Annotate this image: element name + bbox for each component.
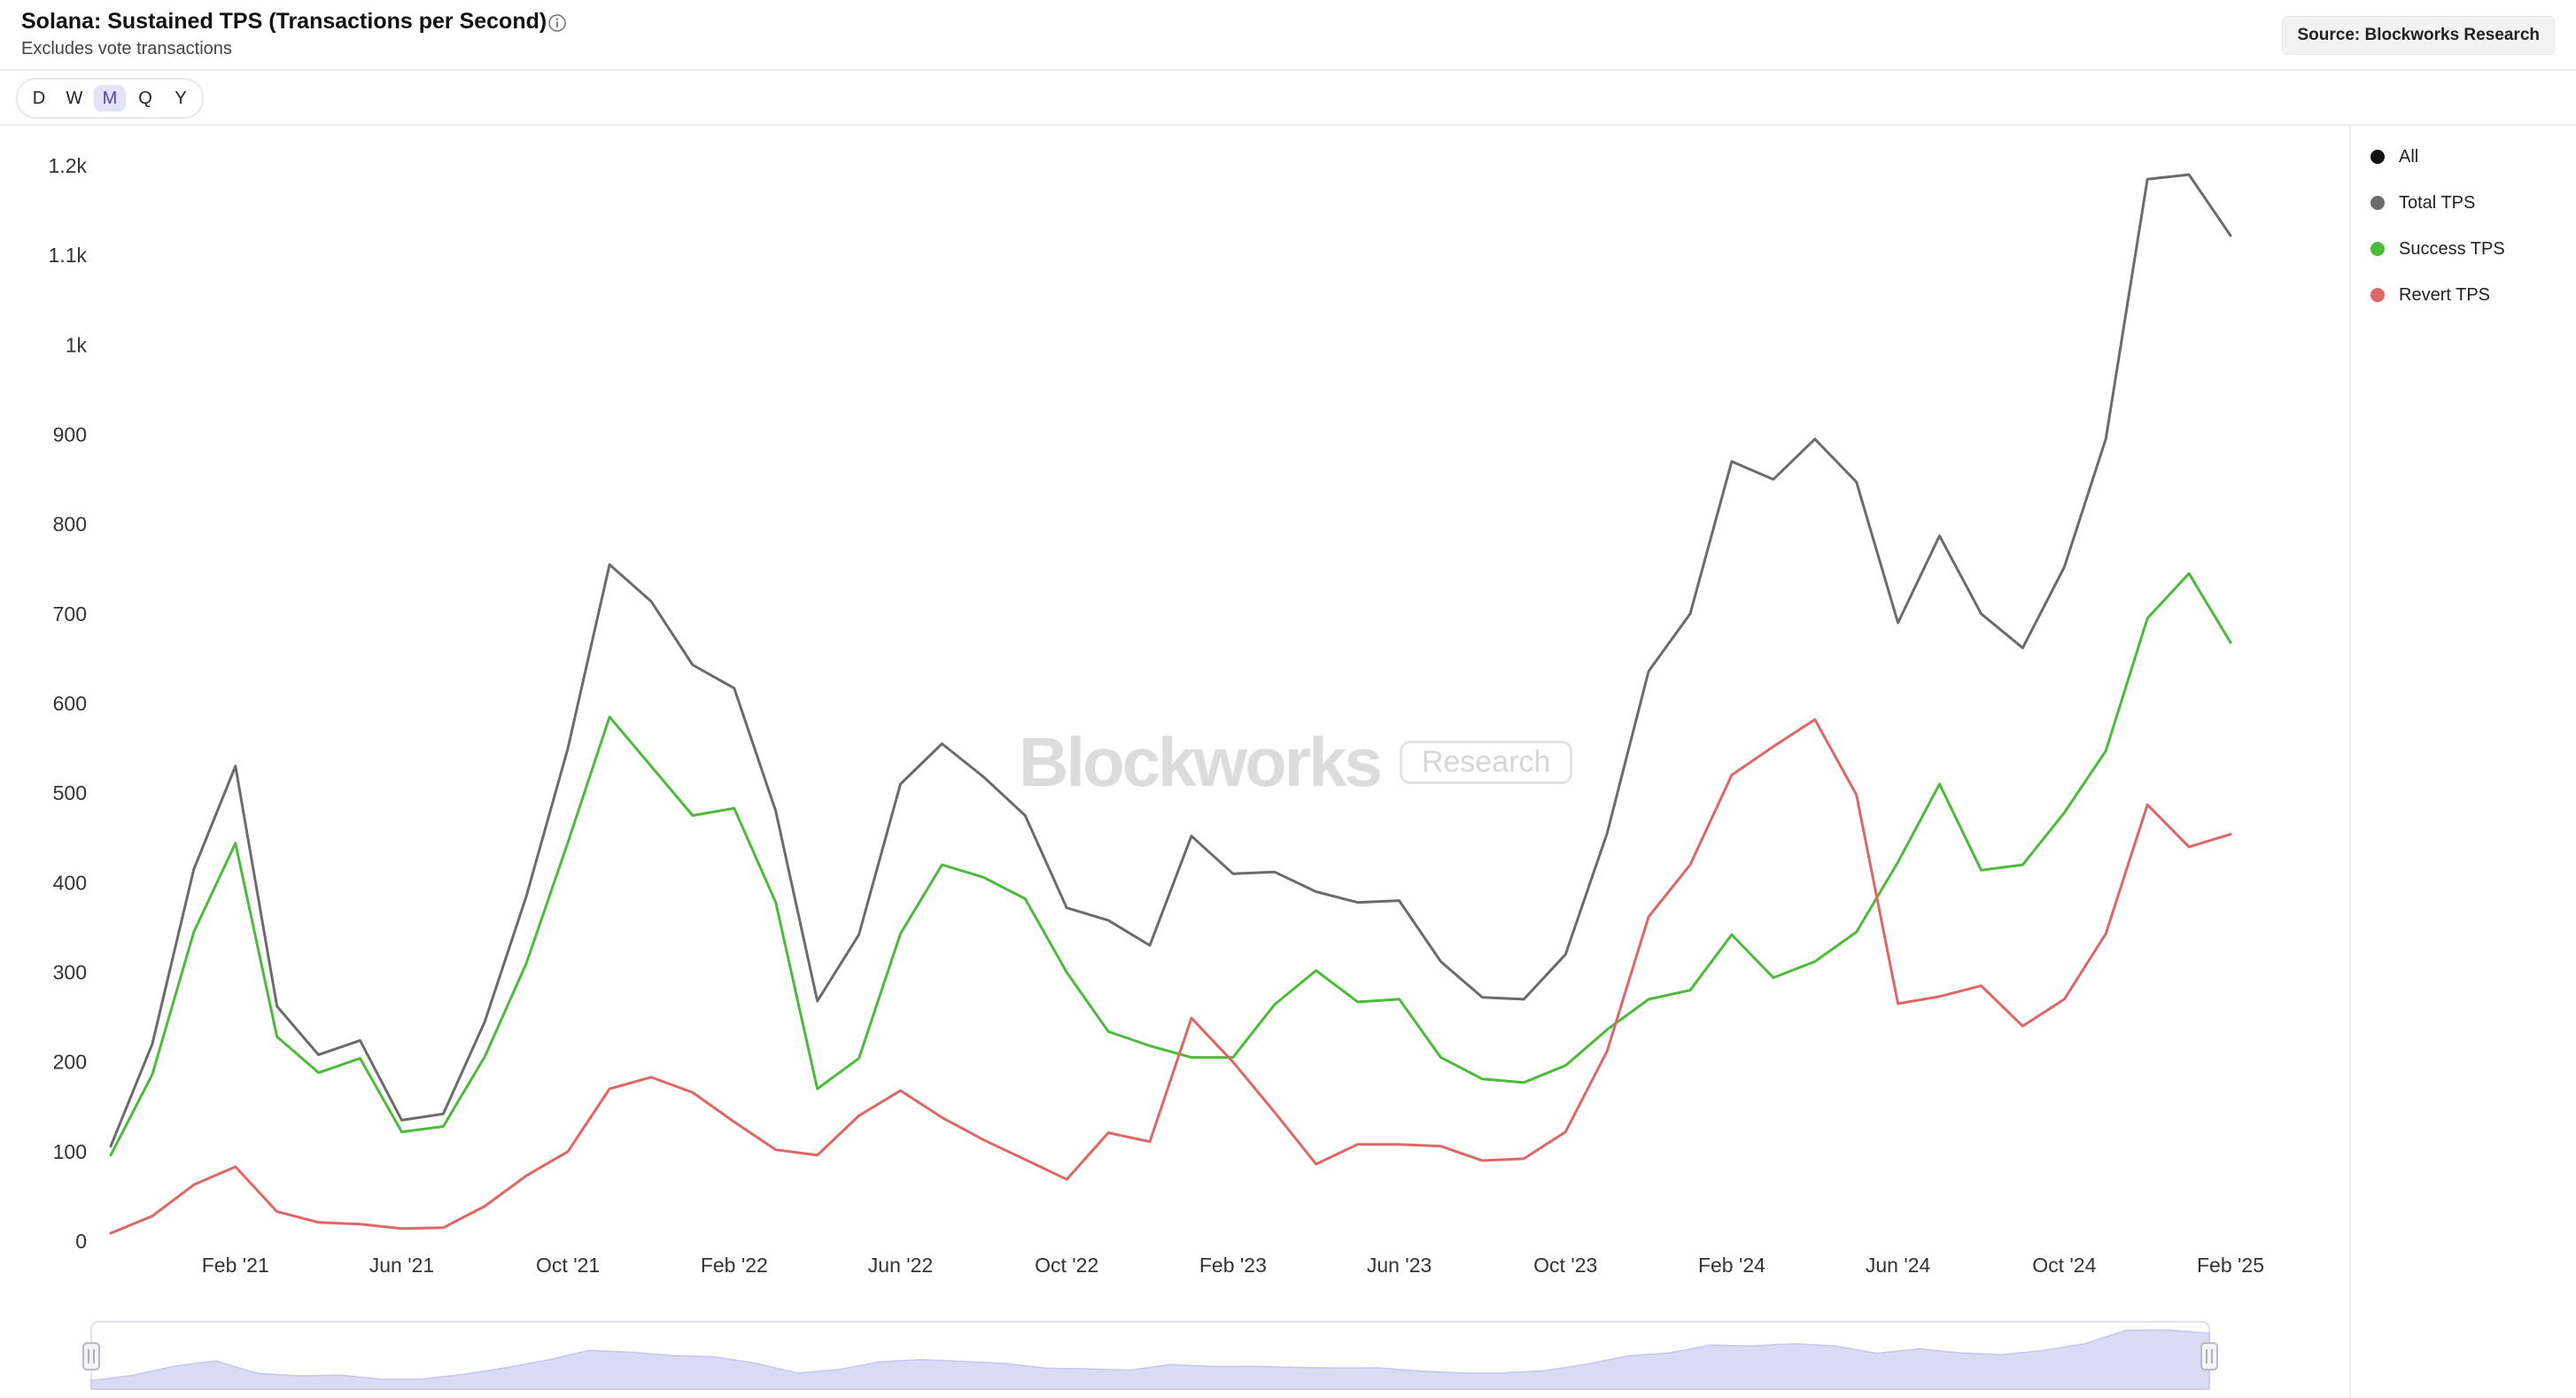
timeframe-quarter-button[interactable]: Q bbox=[138, 89, 152, 108]
navigator-handle-left[interactable] bbox=[82, 1342, 100, 1371]
y-tick-label: 800 bbox=[53, 513, 87, 536]
watermark-brand: Blockworks bbox=[1019, 722, 1383, 801]
series-line-revert-tps bbox=[109, 718, 2232, 1235]
y-tick-label: 200 bbox=[53, 1051, 87, 1074]
navigator-area bbox=[90, 1329, 2210, 1390]
y-tick-label: 900 bbox=[53, 423, 87, 447]
timeframe-day-button[interactable]: D bbox=[32, 89, 46, 108]
legend-label: Revert TPS bbox=[2399, 284, 2490, 305]
legend-panel: All Total TPS Success TPS Revert TPS bbox=[2349, 126, 2576, 1398]
x-tick-label: Feb '25 bbox=[2197, 1254, 2264, 1277]
x-tick-label: Jun '22 bbox=[868, 1254, 933, 1277]
x-tick-label: Feb '23 bbox=[1199, 1254, 1267, 1277]
timeframe-selector: D W M Q Y bbox=[16, 78, 204, 119]
info-icon[interactable] bbox=[547, 13, 567, 33]
legend-label: Total TPS bbox=[2399, 192, 2476, 213]
y-tick-label: 100 bbox=[53, 1140, 87, 1163]
legend-dot bbox=[2370, 288, 2385, 302]
x-tick-label: Feb '24 bbox=[1698, 1254, 1765, 1277]
y-tick-label: 300 bbox=[53, 961, 87, 984]
source-badge[interactable]: Source: Blockworks Research bbox=[2282, 16, 2555, 55]
legend-item-total-tps[interactable]: Total TPS bbox=[2370, 190, 2475, 216]
x-tick-label: Jun '24 bbox=[1866, 1254, 1931, 1277]
legend-dot bbox=[2370, 196, 2385, 210]
timeframe-month-button[interactable]: M bbox=[94, 85, 126, 112]
legend-label: Success TPS bbox=[2399, 238, 2505, 259]
legend-label: All bbox=[2399, 146, 2419, 167]
y-tick-label: 1k bbox=[66, 333, 88, 356]
y-tick-label: 500 bbox=[53, 781, 87, 804]
x-tick-label: Oct '23 bbox=[1533, 1254, 1597, 1277]
x-tick-label: Oct '22 bbox=[1035, 1254, 1098, 1277]
timeframe-week-button[interactable]: W bbox=[66, 89, 83, 108]
legend-item-success-tps[interactable]: Success TPS bbox=[2370, 236, 2505, 262]
x-tick-label: Feb '21 bbox=[202, 1254, 269, 1277]
y-tick-label: 1.2k bbox=[49, 154, 88, 177]
x-tick-label: Feb '22 bbox=[701, 1254, 768, 1277]
chart-subtitle: Excludes vote transactions bbox=[21, 39, 232, 58]
watermark-badge: Research bbox=[1399, 740, 1573, 784]
series-line-success-tps bbox=[109, 571, 2232, 1157]
timeframe-year-button[interactable]: Y bbox=[175, 89, 187, 108]
x-tick-label: Jun '21 bbox=[369, 1254, 434, 1277]
x-tick-label: Oct '24 bbox=[2032, 1254, 2096, 1277]
y-tick-label: 1.1k bbox=[49, 244, 88, 267]
y-tick-label: 700 bbox=[53, 602, 87, 625]
series-line-total-tps bbox=[109, 173, 2232, 1148]
watermark: Blockworks Research bbox=[1019, 722, 1573, 802]
line-chart: 0 100 200 300 400 500 600 700 800 900 1k 1.1k 1.2k Fe… bbox=[49, 154, 2264, 1390]
legend-dot bbox=[2370, 150, 2385, 164]
legend-item-all[interactable]: All bbox=[2370, 144, 2418, 170]
chart-title: Solana: Sustained TPS (Transactions per … bbox=[21, 9, 547, 34]
x-tick-label: Oct '21 bbox=[536, 1254, 600, 1277]
toolbar: D W M Q Y bbox=[0, 71, 2576, 126]
y-tick-label: 400 bbox=[53, 871, 87, 894]
legend-dot bbox=[2370, 242, 2385, 256]
y-tick-label: 0 bbox=[75, 1230, 87, 1253]
legend-item-revert-tps[interactable]: Revert TPS bbox=[2370, 282, 2490, 308]
x-tick-label: Jun '23 bbox=[1367, 1254, 1432, 1277]
navigator-handle-right[interactable] bbox=[2200, 1342, 2218, 1371]
y-tick-label: 600 bbox=[53, 692, 87, 715]
chart-header: Solana: Sustained TPS (Transactions per … bbox=[0, 0, 2576, 71]
